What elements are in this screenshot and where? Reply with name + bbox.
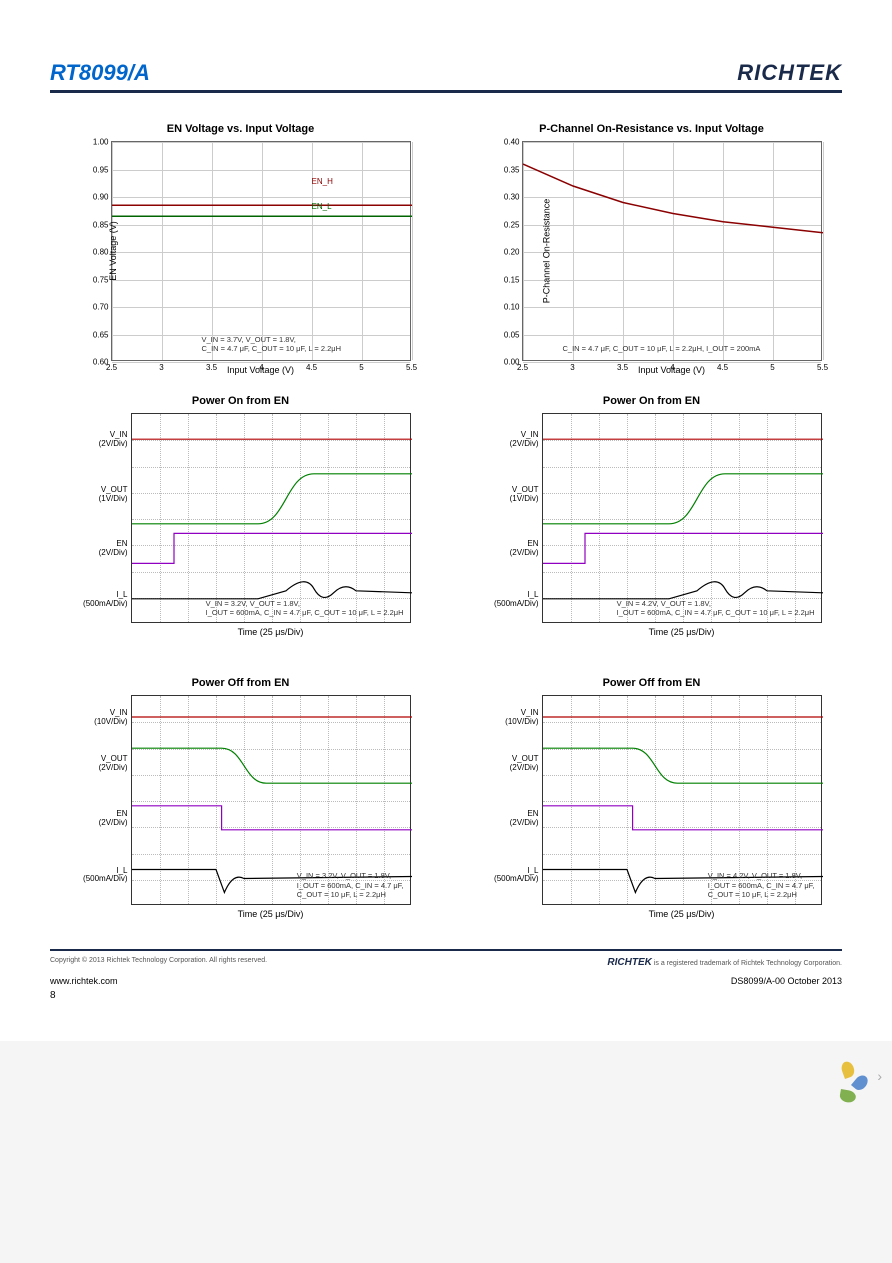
chart-title: Power Off from EN (603, 677, 701, 689)
scope-power-off-1: Power Off from EN V_IN(10V/Div)V_OUT(2V/… (50, 677, 431, 919)
x-axis-label: Time (25 μs/Div) (649, 909, 715, 919)
x-axis-label: Time (25 μs/Div) (238, 909, 304, 919)
scope-plot-area: V_IN(10V/Div)V_OUT(2V/Div)EN(2V/Div)I_L(… (131, 695, 411, 905)
corner-widget: › (837, 1061, 882, 1091)
footer-rule (50, 949, 842, 951)
chart-pchannel-resistance: P-Channel On-Resistance vs. Input Voltag… (461, 123, 842, 375)
footer-info-row: www.richtek.com DS8099/A-00 October 2013 (50, 976, 842, 986)
copyright-text: Copyright © 2013 Richtek Technology Corp… (50, 957, 267, 968)
chart-title: EN Voltage vs. Input Voltage (167, 123, 315, 135)
scope-plot-area: V_IN(2V/Div)V_OUT(1V/Div)EN(2V/Div)I_L(5… (542, 413, 822, 623)
page-header: RT8099/A RICHTEK (50, 60, 842, 93)
trademark-text: is a registered trademark of Richtek Tec… (654, 960, 842, 967)
brand-logo: RICHTEK (737, 60, 842, 86)
charts-grid: EN Voltage vs. Input Voltage 0.600.650.7… (50, 123, 842, 919)
scope-plot-area: V_IN(10V/Div)V_OUT(2V/Div)EN(2V/Div)I_L(… (542, 695, 822, 905)
x-axis-label: Time (25 μs/Div) (649, 627, 715, 637)
chart-title: P-Channel On-Resistance vs. Input Voltag… (539, 123, 764, 135)
chart-plot-area: 0.600.650.700.750.800.850.900.951.002.53… (111, 141, 411, 361)
footer-url: www.richtek.com (50, 976, 118, 986)
chevron-right-icon[interactable]: › (877, 1068, 882, 1084)
chart-title: Power On from EN (192, 395, 289, 407)
chart-title: Power On from EN (603, 395, 700, 407)
x-axis-label: Time (25 μs/Div) (238, 627, 304, 637)
part-number: RT8099/A (50, 60, 150, 86)
y-axis-label: EN Voltage (V) (107, 221, 117, 281)
page-number: 8 (50, 990, 842, 1001)
scope-power-on-2: Power On from EN V_IN(2V/Div)V_OUT(1V/Di… (461, 395, 842, 637)
y-axis-label: P-Channel On-Resistance (541, 199, 551, 304)
chart-en-voltage: EN Voltage vs. Input Voltage 0.600.650.7… (50, 123, 431, 375)
footer-docid: DS8099/A-00 October 2013 (731, 976, 842, 986)
footer-logo: RICHTEK (607, 957, 651, 968)
petal-logo-icon (837, 1061, 867, 1091)
scope-plot-area: V_IN(2V/Div)V_OUT(1V/Div)EN(2V/Div)I_L(5… (131, 413, 411, 623)
datasheet-page: RT8099/A RICHTEK EN Voltage vs. Input Vo… (0, 0, 892, 1041)
scope-power-off-2: Power Off from EN V_IN(10V/Div)V_OUT(2V/… (461, 677, 842, 919)
footer-copyright-row: Copyright © 2013 Richtek Technology Corp… (50, 957, 842, 968)
chart-title: Power Off from EN (192, 677, 290, 689)
chart-plot-area: 0.000.050.100.150.200.250.300.350.402.53… (522, 141, 822, 361)
scope-power-on-1: Power On from EN V_IN(2V/Div)V_OUT(1V/Di… (50, 395, 431, 637)
